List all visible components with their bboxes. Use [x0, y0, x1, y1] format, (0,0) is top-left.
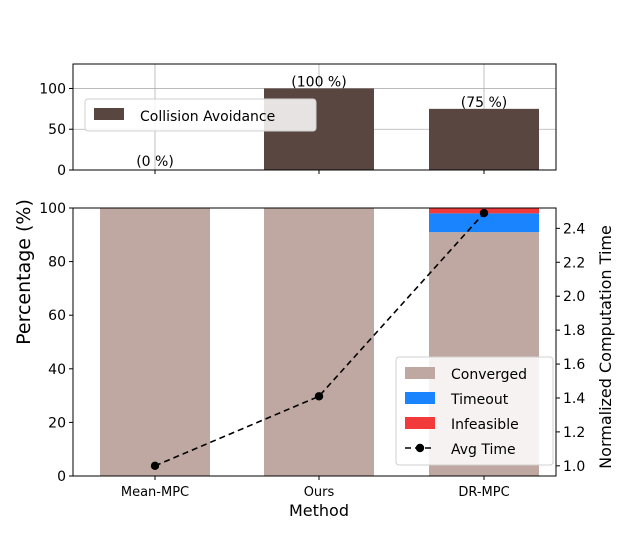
collision-legend-label: Collision Avoidance	[140, 109, 275, 125]
avg-time-legend-label: Avg Time	[451, 442, 516, 458]
x-tick-label: DR-MPC	[458, 485, 509, 500]
top-y-tick-label: 0	[57, 163, 66, 179]
right-y-tick-label: 1.8	[563, 323, 585, 339]
bar-value-label: (0 %)	[136, 154, 174, 170]
converged-legend-label: Converged	[451, 367, 527, 383]
avg-time-legend-marker	[415, 443, 425, 453]
top-y-tick-label: 50	[48, 122, 66, 138]
left-y-tick-label: 40	[48, 362, 66, 378]
bar-value-label: (75 %)	[461, 95, 508, 111]
right-y-tick-label: 2.4	[563, 221, 585, 237]
converged-legend-swatch	[405, 367, 435, 379]
left-y-tick-label: 60	[48, 308, 66, 324]
bottom-legend-box	[395, 356, 554, 466]
timeout-legend-swatch	[405, 392, 435, 404]
left-y-axis-label: Percentage (%)	[13, 199, 35, 345]
avg-time-point	[314, 392, 324, 401]
right-y-axis-label: Normalized Computation Time	[596, 225, 615, 469]
left-y-tick-label: 100	[39, 201, 66, 217]
bar-value-label: (100 %)	[291, 74, 346, 90]
top-y-tick-label: 100	[39, 81, 66, 97]
left-y-tick-label: 20	[48, 415, 66, 431]
right-y-tick-label: 1.2	[563, 425, 585, 441]
timeout-legend-label: Timeout	[450, 392, 509, 408]
avg-time-line	[154, 212, 485, 467]
x-tick-label: Ours	[304, 485, 335, 500]
top-legend: Collision Avoidance	[84, 98, 317, 132]
left-y-tick-label: 80	[48, 255, 66, 271]
avg-time-point	[150, 461, 160, 471]
right-y-tick-label: 2.2	[563, 255, 585, 271]
converged-bar	[264, 208, 374, 476]
x-axis-label: Method	[289, 501, 349, 520]
bottom-axes-frame	[72, 207, 557, 477]
infeasible-legend-label: Infeasible	[451, 417, 519, 433]
x-tick-label: Mean-MPC	[121, 485, 189, 500]
right-y-tick-label: 1.6	[563, 357, 585, 373]
right-y-tick-label: 1.0	[563, 459, 585, 475]
bottom-legend: Converged Timeout Infeasible Avg Time	[395, 356, 554, 466]
infeasible-legend-swatch	[405, 417, 435, 429]
top-legend-box	[84, 98, 317, 132]
timeout-bar	[429, 213, 539, 233]
collision-bar	[429, 108, 539, 170]
right-y-tick-label: 2.0	[563, 289, 585, 305]
right-y-tick-label: 1.4	[563, 391, 585, 407]
left-y-tick-label: 0	[57, 469, 66, 485]
avg-time-point	[479, 208, 489, 218]
converged-bar	[100, 208, 210, 476]
top-axes-frame	[72, 63, 557, 171]
collision-legend-swatch	[94, 108, 124, 120]
